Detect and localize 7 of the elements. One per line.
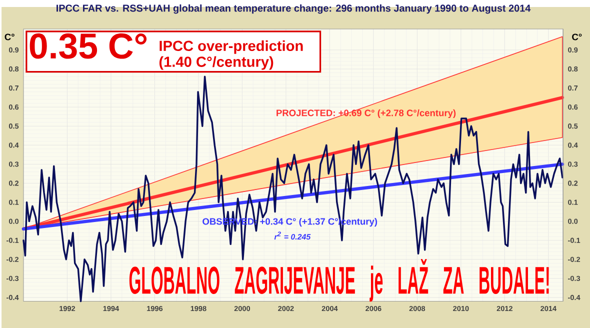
annotation: 0.35 C° [30,33,147,59]
chart-title: IPCC FAR vs. RSS+UAH global mean temperature change: 296 months January 1990 to August 2014 [56,4,531,14]
annotation: IPCC over-prediction (1.40 C°/century) [159,40,303,70]
line-series [22,76,564,302]
y-axis-title: C° [4,34,14,40]
y2-axis-title: C° [572,34,582,40]
annotation: GLOBALNO ZAGRIJEVANJE je LAŽ ZA BUDALE! [129,258,549,302]
